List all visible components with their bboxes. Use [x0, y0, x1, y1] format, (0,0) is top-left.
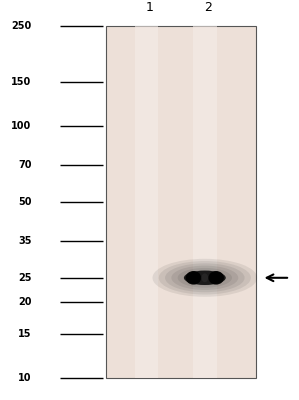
- Text: 20: 20: [18, 297, 31, 307]
- Ellipse shape: [208, 271, 224, 284]
- Bar: [135, 26, 158, 378]
- Ellipse shape: [202, 273, 208, 282]
- Text: 1: 1: [146, 1, 153, 14]
- Ellipse shape: [159, 261, 251, 294]
- Text: 25: 25: [18, 273, 31, 283]
- Ellipse shape: [152, 259, 257, 297]
- Ellipse shape: [184, 270, 226, 285]
- Text: 2: 2: [204, 1, 212, 14]
- Text: 70: 70: [18, 160, 31, 170]
- Bar: [106, 26, 256, 378]
- Text: 250: 250: [11, 21, 31, 31]
- Bar: [193, 26, 217, 378]
- Text: 35: 35: [18, 236, 31, 246]
- Text: 15: 15: [18, 329, 31, 339]
- Text: 10: 10: [18, 373, 31, 383]
- Ellipse shape: [171, 266, 238, 290]
- Ellipse shape: [186, 271, 201, 284]
- Ellipse shape: [184, 270, 226, 285]
- Text: 100: 100: [11, 121, 31, 131]
- Text: 50: 50: [18, 197, 31, 207]
- Ellipse shape: [165, 263, 245, 292]
- Text: 150: 150: [11, 77, 31, 87]
- Ellipse shape: [178, 268, 232, 288]
